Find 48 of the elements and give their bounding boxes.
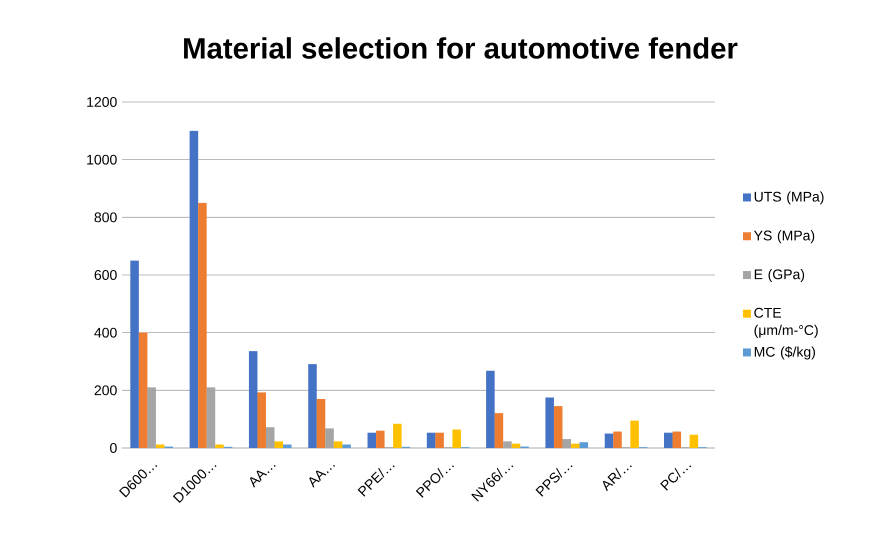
bar (198, 202, 207, 448)
bar (156, 444, 164, 448)
bar (257, 392, 266, 448)
bar (308, 364, 317, 448)
bar (426, 432, 436, 448)
bar (190, 130, 198, 448)
y-tick-label: 1200 (87, 97, 117, 107)
chart-title: Material selection for automotive fender (184, 37, 738, 59)
bar (130, 260, 139, 448)
bar (494, 413, 504, 448)
bar (554, 406, 562, 448)
bar (452, 430, 461, 448)
y-tick-label: 200 (94, 385, 117, 396)
bar (486, 370, 495, 448)
y-tick-label: 400 (94, 328, 117, 338)
bar (393, 424, 402, 448)
x-tick-label: AA… (250, 464, 276, 488)
y-tick-label: 800 (94, 212, 117, 222)
bar (545, 398, 554, 448)
bar (342, 444, 351, 448)
y-tick-label: 600 (94, 270, 117, 280)
bar (274, 441, 284, 448)
legend-label: E (GPa) (754, 268, 804, 282)
bar (283, 444, 292, 448)
bar (672, 432, 682, 448)
bar (435, 432, 444, 448)
bar (630, 420, 639, 448)
bar (138, 332, 148, 448)
legend-label: CTE (μm/m-°C) (754, 308, 818, 338)
bar (334, 441, 342, 448)
legend-label: MC ($/kg) (754, 346, 815, 360)
bar (664, 432, 673, 448)
bar (571, 444, 580, 448)
bar (604, 434, 614, 448)
y-tick-label: 0 (110, 443, 117, 453)
legend-label: UTS (MPa) (754, 191, 824, 204)
bar (368, 432, 376, 448)
bar (613, 432, 622, 448)
bar (690, 434, 698, 448)
bar (215, 444, 224, 448)
y-tick-label: 1000 (87, 154, 117, 165)
legend-label: YS (MPa) (754, 230, 814, 244)
x-tick-label: AA… (309, 464, 336, 488)
bar (376, 430, 385, 448)
bar (512, 444, 520, 448)
bar (580, 442, 588, 448)
bar (316, 398, 326, 448)
bar (248, 351, 258, 448)
